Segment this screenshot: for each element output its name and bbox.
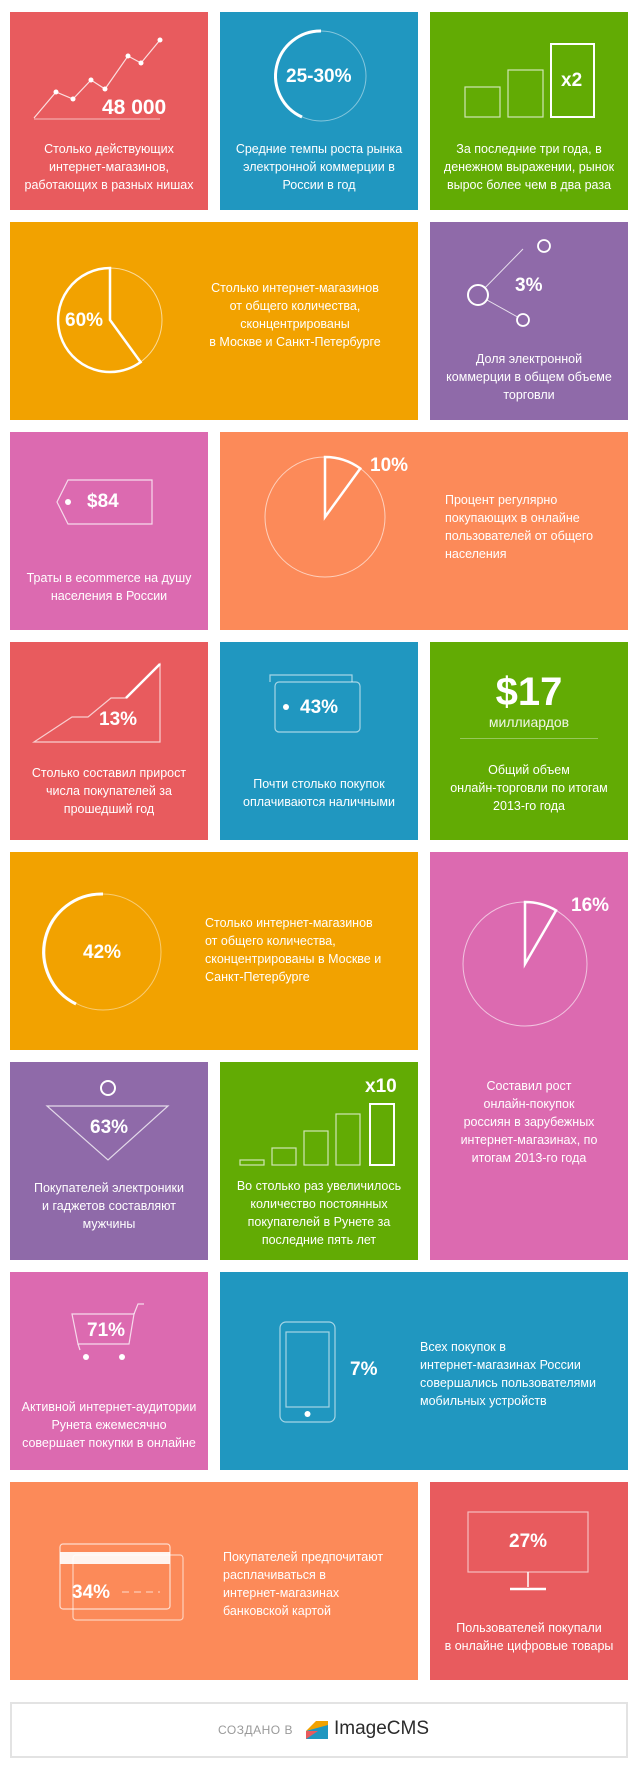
tile-regular-buyers-growth: x10 Во столько раз увеличилось количество…	[220, 1062, 418, 1260]
stat-caption: Столько действующих интернет-магазинов, ра…	[24, 142, 194, 192]
wallet-icon	[269, 674, 361, 733]
stat-caption: Столько интернет-магазинов от общего коли…	[209, 281, 381, 349]
tile-online-stores: 48 000 Столько действующих интернет-магаз…	[10, 12, 208, 210]
stat-value: 42%	[83, 942, 122, 963]
stat-value: 48 000	[102, 96, 167, 119]
stat-caption: Доля электронной коммерции в общем объеме…	[446, 352, 612, 402]
tile-stores-concentration-2: 42% Столько интернет-магазинов от общего …	[10, 852, 418, 1050]
stat-value: 13%	[99, 709, 138, 730]
stat-caption: Общий объем онлайн-торговли по итогам 2013…	[450, 763, 608, 813]
tile-spend-per-capita: $84 Траты в ecommerce на душу населения в…	[10, 432, 208, 630]
footer: СОЗДАНО В ImageCMS	[10, 1702, 628, 1758]
tile-digital-goods: 27% Пользователей покупали в онлайне цифр…	[430, 1482, 628, 1680]
network-icon	[467, 239, 551, 327]
stat-value: $17	[495, 670, 563, 714]
stat-value: 7%	[350, 1359, 378, 1380]
line-chart-icon	[33, 37, 163, 120]
mobile-phone-icon	[279, 1321, 336, 1423]
monitor-icon	[467, 1511, 589, 1591]
tile-monthly-shoppers: 71% Активной интернет-аудитории Рунета еж…	[10, 1272, 208, 1470]
stat-value: x2	[561, 70, 583, 91]
tile-market-doubled: x2 За последние три года, в денежном выра…	[430, 12, 628, 210]
tile-stores-concentration: 60% Столько интернет-магазинов от общего …	[10, 222, 418, 420]
growth-boxes-icon	[239, 1103, 395, 1166]
stat-value: 10%	[370, 455, 409, 476]
stat-value: 25-30%	[286, 66, 352, 87]
tile-electronics-buyers: 63% Покупателей электроники и гаджетов со…	[10, 1062, 208, 1260]
stat-value: 27%	[509, 1531, 548, 1552]
stat-value: 34%	[72, 1582, 111, 1603]
tile-market-volume: $17 миллиардов Общий объем онлайн-торговл…	[430, 642, 628, 840]
circle-progress-icon	[42, 892, 162, 1011]
shopping-cart-icon	[71, 1303, 144, 1360]
stat-value: $84	[87, 491, 119, 512]
stat-caption: Процент регулярно покупающих в онлайне пол…	[445, 493, 594, 561]
bank-card-icon	[59, 1543, 184, 1621]
stat-caption: Активной интернет-аудитории Рунета ежемес…	[21, 1400, 197, 1450]
stat-caption: Покупателей предпочитают расплачиваться в…	[223, 1550, 384, 1618]
stat-caption: Столько составил прирост числа покупателе…	[31, 766, 187, 816]
stat-caption: Всех покупок в интернет-магазинах России с…	[420, 1340, 596, 1408]
stat-unit: миллиардов	[488, 714, 570, 730]
stat-caption: Во столько раз увеличилось количество пос…	[236, 1179, 402, 1247]
divider	[460, 738, 598, 739]
growth-chart-icon	[31, 662, 161, 743]
stat-caption: Покупателей электроники и гаджетов состав…	[34, 1181, 184, 1231]
tile-cash-payments: 43% Почти столько покупок оплачиваются на…	[220, 642, 418, 840]
stat-value: 71%	[87, 1320, 126, 1341]
made-in-label: СОЗДАНО В	[218, 1723, 293, 1737]
stat-caption: Столько интернет-магазинов от общего коли…	[205, 916, 382, 984]
funnel-icon	[45, 1080, 170, 1161]
price-tag-icon	[56, 479, 153, 525]
tile-foreign-purchases: 16% Составил рост онлайн-покупок россиян в…	[430, 852, 628, 1260]
pie-chart-icon	[264, 455, 386, 578]
stat-caption: Пользователей покупали в онлайне цифровые…	[444, 1621, 614, 1653]
growth-boxes-icon	[464, 43, 595, 118]
tile-ecommerce-share: 3% Доля электронной коммерции в общем объ…	[430, 222, 628, 420]
stat-value: 63%	[90, 1117, 129, 1138]
stat-caption: Почти столько покупок оплачиваются наличн…	[243, 777, 395, 809]
stat-caption: Составил рост онлайн-покупок россиян в зар…	[460, 1079, 598, 1165]
tile-buyer-growth: 13% Столько составил прирост числа покупа…	[10, 642, 208, 840]
stat-value: 43%	[300, 697, 339, 718]
stat-value: 16%	[571, 895, 610, 916]
stat-caption: Средние темпы роста рынка электронной ком…	[235, 142, 403, 192]
tile-mobile-purchases: 7% Всех покупок в интернет-магазинах Росс…	[220, 1272, 628, 1470]
pie-chart-icon	[56, 266, 163, 374]
stat-caption: За последние три года, в денежном выражен…	[443, 142, 615, 192]
stat-value: x10	[365, 1076, 397, 1097]
pie-chart-icon	[462, 900, 588, 1027]
tile-card-payments: 34% Покупателей предпочитают расплачивать…	[10, 1482, 418, 1680]
tile-market-growth: 25-30% Средние темпы роста рынка электрон…	[220, 12, 418, 210]
circle-progress-icon	[274, 29, 367, 122]
stat-value: 60%	[65, 310, 104, 331]
stat-caption: Траты в ecommerce на душу населения в Рос…	[26, 571, 192, 603]
tile-regular-buyers: 10% Процент регулярно покупающих в онлайн…	[220, 432, 628, 630]
brand-name[interactable]: ImageCMS	[334, 1718, 430, 1739]
stat-value: 3%	[515, 275, 543, 296]
image-cms-logo-icon	[306, 1721, 328, 1739]
